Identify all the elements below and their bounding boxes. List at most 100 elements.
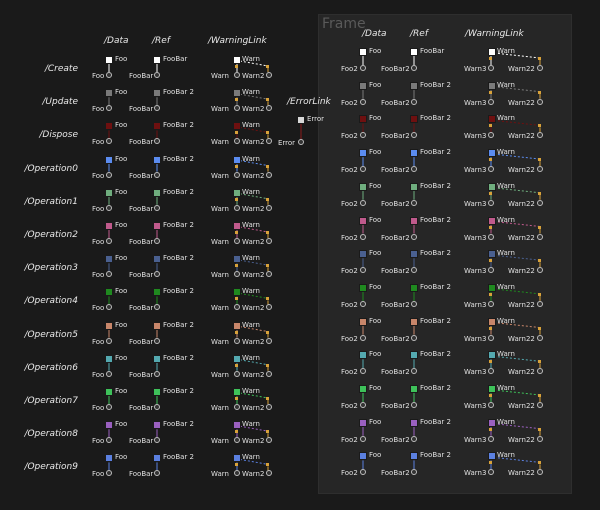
frame-warning-port[interactable] (537, 199, 543, 206)
frame-warning-port[interactable] (537, 166, 543, 173)
frame-warning-port[interactable] (537, 98, 543, 105)
frame-warning-node[interactable] (488, 81, 496, 90)
frame-warning-handle[interactable] (489, 124, 492, 128)
warning-port[interactable] (266, 72, 272, 78)
frame-ref-port[interactable] (411, 166, 417, 173)
ref-port[interactable] (154, 370, 160, 377)
frame-warning-port[interactable] (488, 233, 494, 240)
warning-handle[interactable] (235, 363, 238, 367)
warning-handle[interactable] (266, 297, 269, 301)
data-port[interactable] (106, 105, 112, 112)
warning-handle[interactable] (235, 197, 238, 201)
frame-warning-handle[interactable] (489, 394, 492, 397)
warning-handle[interactable] (235, 430, 238, 434)
frame-warning-handle[interactable] (489, 90, 492, 94)
frame-ref-node[interactable] (410, 81, 418, 90)
frame-data-node[interactable] (359, 283, 367, 292)
ref-port[interactable] (154, 171, 160, 178)
frame-ref-port[interactable] (411, 435, 417, 442)
frame-warning-handle[interactable] (538, 292, 541, 296)
frame-warning-handle[interactable] (489, 57, 492, 60)
warning-handle[interactable] (235, 264, 238, 268)
warning-handle[interactable] (266, 430, 269, 434)
ref-node[interactable] (153, 288, 161, 297)
frame-warning-port[interactable] (488, 469, 494, 476)
data-node[interactable] (105, 321, 113, 330)
data-node[interactable] (105, 122, 113, 131)
frame-data-port[interactable] (360, 368, 366, 375)
ref-port[interactable] (154, 337, 160, 344)
warning-port[interactable] (266, 337, 272, 344)
frame-ref-node[interactable] (410, 149, 418, 158)
warning-handle[interactable] (235, 397, 238, 400)
frame-data-port[interactable] (360, 334, 366, 341)
frame-ref-node[interactable] (410, 283, 418, 292)
frame-data-port[interactable] (360, 300, 366, 307)
ref-port[interactable] (154, 238, 160, 244)
data-port[interactable] (106, 370, 112, 377)
ref-port[interactable] (154, 72, 160, 78)
frame-warning-node[interactable] (488, 182, 496, 191)
warning-node[interactable] (233, 288, 241, 297)
frame-data-port[interactable] (360, 98, 366, 105)
frame-warning-handle[interactable] (538, 225, 541, 229)
ref-node[interactable] (153, 255, 161, 264)
frame-warning-node[interactable] (488, 216, 496, 225)
frame-ref-port[interactable] (411, 267, 417, 274)
data-node[interactable] (105, 288, 113, 297)
data-port[interactable] (106, 271, 112, 278)
frame-ref-port[interactable] (411, 368, 417, 375)
frame-warning-port[interactable] (488, 402, 494, 408)
frame-warning-handle[interactable] (538, 326, 541, 330)
warning-handle[interactable] (266, 197, 269, 201)
frame-ref-node[interactable] (410, 115, 418, 124)
frame-ref-port[interactable] (411, 65, 417, 71)
frame-warning-port[interactable] (537, 65, 543, 71)
ref-node[interactable] (153, 421, 161, 430)
frame-ref-port[interactable] (411, 233, 417, 240)
frame-ref-node[interactable] (410, 317, 418, 326)
warning-port[interactable] (234, 370, 240, 377)
warning-node[interactable] (233, 56, 241, 64)
data-port[interactable] (106, 171, 112, 178)
ref-node[interactable] (153, 155, 161, 164)
frame-warning-node[interactable] (488, 250, 496, 259)
frame-warning-handle[interactable] (489, 225, 492, 229)
frame-ref-port[interactable] (411, 132, 417, 139)
data-node[interactable] (105, 56, 113, 64)
frame-warning-port[interactable] (488, 334, 494, 341)
frame-warning-handle[interactable] (538, 259, 541, 263)
data-port[interactable] (106, 437, 112, 444)
warning-handle[interactable] (235, 164, 238, 168)
warning-node[interactable] (233, 421, 241, 430)
frame-warning-handle[interactable] (538, 394, 541, 397)
frame-warning-handle[interactable] (489, 326, 492, 330)
warning-handle[interactable] (266, 98, 269, 102)
data-port[interactable] (106, 304, 112, 311)
warning-node[interactable] (233, 321, 241, 330)
frame-warning-port[interactable] (537, 233, 543, 240)
frame-data-node[interactable] (359, 250, 367, 259)
ref-port[interactable] (154, 204, 160, 211)
warning-port[interactable] (266, 105, 272, 112)
frame-warning-node[interactable] (488, 351, 496, 360)
frame-warning-handle[interactable] (489, 158, 492, 162)
frame-warning-handle[interactable] (538, 90, 541, 94)
frame-data-port[interactable] (360, 199, 366, 206)
frame-warning-port[interactable] (537, 132, 543, 139)
frame-data-port[interactable] (360, 267, 366, 274)
frame-warning-port[interactable] (537, 267, 543, 274)
data-node[interactable] (105, 454, 113, 463)
frame-ref-port[interactable] (411, 402, 417, 408)
data-port[interactable] (106, 337, 112, 344)
frame-ref-node[interactable] (410, 452, 418, 461)
frame-warning-handle[interactable] (538, 461, 541, 465)
frame-warning-port[interactable] (537, 334, 543, 341)
ref-port[interactable] (154, 271, 160, 278)
frame-warning-node[interactable] (488, 149, 496, 158)
frame-warning-node[interactable] (488, 48, 496, 56)
data-port[interactable] (106, 404, 112, 410)
warning-handle[interactable] (266, 231, 269, 234)
frame-ref-node[interactable] (410, 351, 418, 360)
frame-warning-handle[interactable] (489, 191, 492, 195)
